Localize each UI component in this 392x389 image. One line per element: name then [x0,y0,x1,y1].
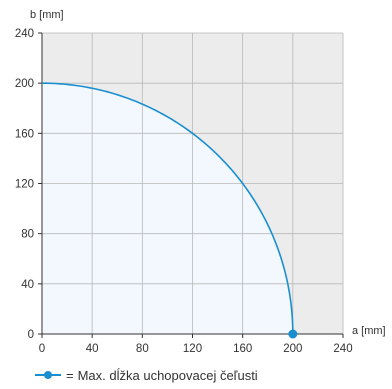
x-tick-labels: 0 40 80 120 160 200 240 [39,343,353,355]
series-marker [288,329,298,339]
legend-line-marker-icon [35,371,61,379]
legend: = Max. dĺžka uchopovacej čeľusti [34,367,258,383]
x-tick-label: 40 [86,343,99,355]
series-line [41,82,294,335]
x-tick-label: 80 [136,343,149,355]
y-tick-label: 160 [15,128,34,140]
y-axis-title: b [mm] [30,9,64,21]
x-tick-label: 160 [233,343,252,355]
y-tick-label: 40 [21,279,34,291]
y-tick-label: 80 [21,229,34,241]
x-axis-title: a [mm] [352,325,386,337]
y-tick-label: 240 [15,28,34,40]
y-tick-label: 120 [15,179,34,191]
y-tick-labels: 0 40 80 120 160 200 240 [15,28,34,341]
y-tick-label: 200 [15,78,34,90]
x-tick-label: 240 [333,343,352,355]
y-tick-label: 0 [28,329,34,341]
legend-equals: = [66,367,74,383]
x-tick-label: 120 [183,343,202,355]
x-tick-label: 0 [39,343,45,355]
series-area-fill [42,83,293,334]
legend-label: Max. dĺžka uchopovacej čeľusti [77,367,258,383]
x-tick-label: 200 [283,343,302,355]
